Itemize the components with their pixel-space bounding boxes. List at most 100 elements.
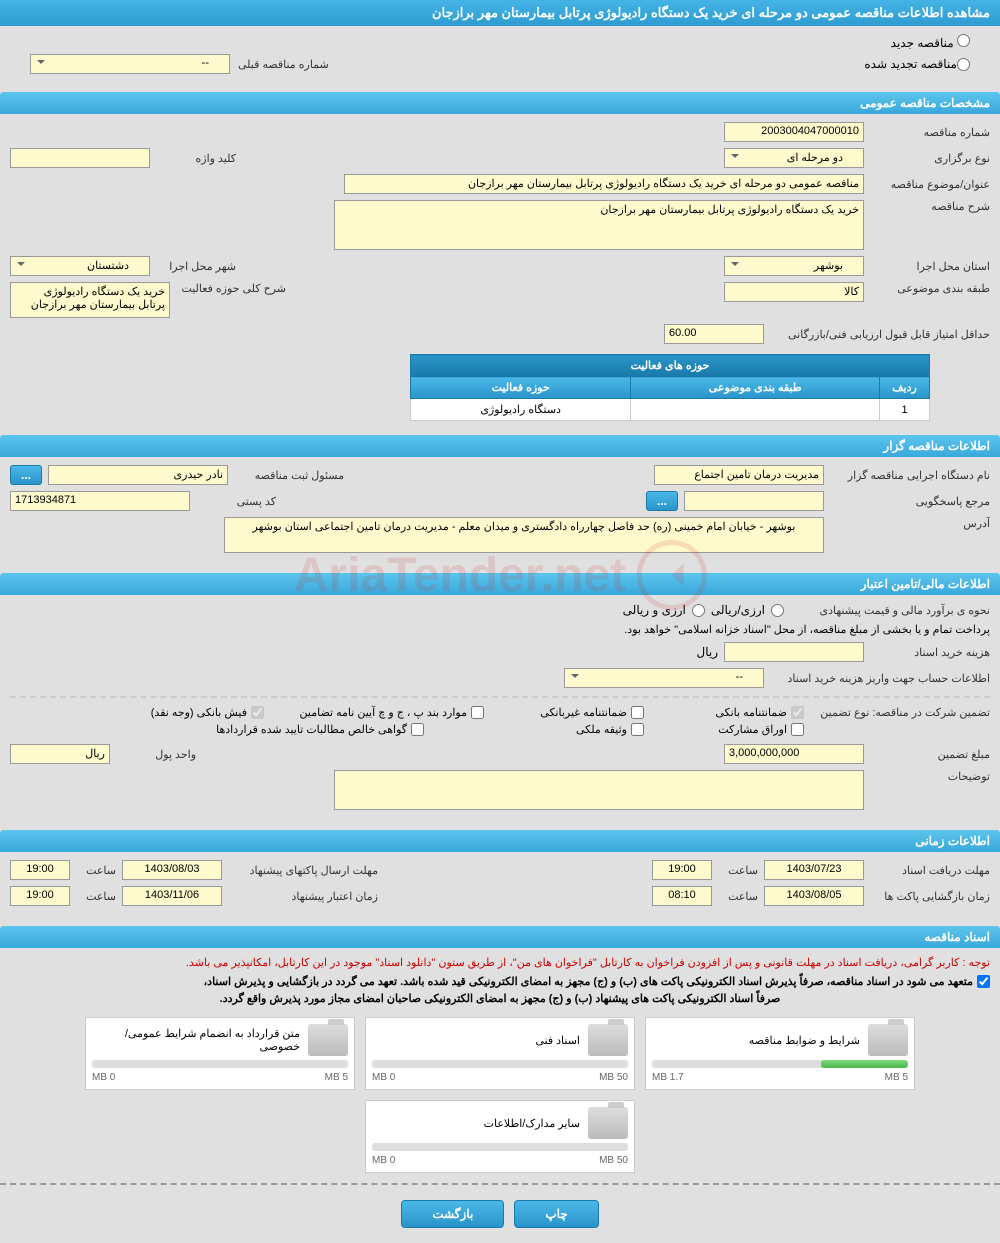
file2-max: 50 MB [599, 1072, 628, 1083]
file3-used: 0 MB [92, 1072, 115, 1083]
province-dropdown[interactable]: بوشهر [724, 256, 864, 276]
print-button[interactable]: چاپ [514, 1200, 598, 1228]
send-packets-date: 1403/08/03 [122, 860, 222, 880]
file-box-1[interactable]: شرایط و ضوابط مناقصه 5 MB1.7 MB [645, 1017, 915, 1090]
radio-renewed-tender-label: مناقصه تجدید شده [864, 57, 957, 71]
radio-new-tender[interactable] [957, 34, 970, 47]
doc-fee-label: هزینه خرید اسناد [870, 646, 990, 659]
validity-time: 19:00 [10, 886, 70, 906]
holding-type-dropdown[interactable]: دو مرحله ای [724, 148, 864, 168]
holding-type-label: نوع برگزاری [870, 152, 990, 165]
activity-desc-label: شرح کلی حوزه فعالیت [176, 282, 286, 295]
file1-used: 1.7 MB [652, 1072, 684, 1083]
prev-tender-no-dropdown[interactable]: -- [30, 54, 230, 74]
time-label-4: ساعت [76, 890, 116, 903]
min-score-label: حداقل امتیاز قابل قبول ارزیابی فنی/بازرگ… [770, 328, 990, 341]
guarantee-label: تضمین شرکت در مناقصه: نوع تضمین [810, 706, 990, 719]
currency-unit-label: واحد پول [116, 748, 196, 761]
org-field: مدیریت درمان تامین اجتماع [654, 465, 824, 485]
desc-label: شرح مناقصه [870, 200, 990, 213]
radio-currency-fx-label: ارزی/ریالی [711, 603, 765, 617]
chk-fish [251, 706, 264, 719]
folder-icon [868, 1024, 908, 1056]
docs-notice-red: توجه : کاربر گرامی، دریافت اسناد در مهلت… [0, 952, 1000, 973]
postal-field: 1713934871 [10, 491, 190, 511]
folder-icon [588, 1107, 628, 1139]
tender-no-field: 2003004047000010 [724, 122, 864, 142]
keyword-field[interactable] [10, 148, 150, 168]
activity-row1-no: 1 [880, 399, 930, 421]
city-dropdown[interactable]: دشتستان [10, 256, 150, 276]
response-label: مرجع پاسخگویی [830, 495, 990, 508]
open-packets-date: 1403/08/05 [764, 886, 864, 906]
guarantee-amount-label: مبلغ تضمین [870, 748, 990, 761]
section-general-header: مشخصات مناقصه عمومی [0, 92, 1000, 114]
validity-label: زمان اعتبار پیشنهاد [228, 890, 378, 903]
time-label-3: ساعت [718, 890, 758, 903]
activity-row1-area: دستگاه رادیولوژی [411, 399, 631, 421]
table-row: 1 دستگاه رادیولوژی [411, 399, 930, 421]
file1-max: 5 MB [885, 1072, 908, 1083]
notes-field[interactable] [334, 770, 864, 810]
fee-account-value: -- [736, 671, 743, 683]
rial-unit-1: ریال [696, 645, 718, 659]
registrar-label: مسئول ثبت مناقصه [234, 469, 344, 482]
chk-property-label: وثیقه ملکی [576, 723, 627, 736]
activity-row1-cat [631, 399, 880, 421]
chk-cert[interactable] [411, 723, 424, 736]
min-score-field: 60.00 [664, 324, 764, 344]
radio-currency-fx[interactable] [771, 604, 784, 617]
response-lookup-button[interactable]: ... [646, 491, 678, 511]
fee-account-dropdown[interactable]: -- [564, 668, 764, 688]
chk-cases-label: موارد بند پ ، ج و چ آیین نامه تضامین [300, 706, 467, 719]
file4-max: 50 MB [599, 1155, 628, 1166]
postal-label: کد پستی [196, 495, 276, 508]
page-title: مشاهده اطلاعات مناقصه عمومی دو مرحله ای … [432, 5, 990, 20]
activity-table-title: حوزه های فعالیت [411, 355, 930, 377]
chk-bank-guarantee [791, 706, 804, 719]
registrar-field: نادر حیدری [48, 465, 228, 485]
fee-account-label: اطلاعات حساب جهت واریز هزینه خرید اسناد [770, 672, 990, 685]
activity-table: حوزه های فعالیت ردیف طبقه بندی موضوعی حو… [410, 354, 930, 421]
back-button[interactable]: بازگشت [401, 1200, 504, 1228]
category-field: کالا [724, 282, 864, 302]
chk-bank-guarantee-label: ضمانتنامه بانکی [715, 706, 787, 719]
file4-progress [372, 1143, 628, 1151]
file-box-3[interactable]: متن قرارداد به انضمام شرایط عمومی/خصوصی … [85, 1017, 355, 1090]
chk-property[interactable] [631, 723, 644, 736]
tender-no-label: شماره مناقصه [870, 126, 990, 139]
activity-col-area: حوزه فعالیت [411, 377, 631, 399]
address-field: بوشهر - خیابان امام خمینی (ره) حد فاصل چ… [224, 517, 824, 553]
file-box-2[interactable]: اسناد فنی 50 MB0 MB [365, 1017, 635, 1090]
doc-fee-field[interactable] [724, 642, 864, 662]
prev-tender-no-label: شماره مناقصه قبلی [238, 58, 329, 71]
file4-title: سایر مدارک/اطلاعات [372, 1117, 580, 1130]
activity-col-row: ردیف [880, 377, 930, 399]
city-label: شهر محل اجرا [156, 260, 236, 273]
chk-bonds[interactable] [791, 723, 804, 736]
chk-cases[interactable] [471, 706, 484, 719]
response-field[interactable] [684, 491, 824, 511]
folder-icon [308, 1024, 348, 1056]
desc-field[interactable]: خرید یک دستگاه رادیولوژی پرتابل بیمارستا… [334, 200, 864, 250]
section-timing-header: اطلاعات زمانی [0, 830, 1000, 852]
radio-renewed-tender[interactable] [957, 58, 970, 71]
chk-nonbank-guarantee-label: ضمانتنامه غیربانکی [540, 706, 627, 719]
province-label: استان محل اجرا [870, 260, 990, 273]
subject-field[interactable]: مناقصه عمومی دو مرحله ای خرید یک دستگاه … [344, 174, 864, 194]
radio-currency-r[interactable] [692, 604, 705, 617]
receive-docs-time: 19:00 [652, 860, 712, 880]
receive-docs-label: مهلت دریافت اسناد [870, 864, 990, 877]
folder-icon [588, 1024, 628, 1056]
send-packets-label: مهلت ارسال پاکتهای پیشنهاد [228, 864, 378, 877]
guarantee-amount-field: 3,000,000,000 [724, 744, 864, 764]
org-label: نام دستگاه اجرایی مناقصه گزار [830, 469, 990, 482]
holding-type-value: دو مرحله ای [787, 152, 843, 164]
chk-commitment[interactable] [977, 975, 990, 988]
notes-label: توضیحات [870, 770, 990, 783]
registrar-lookup-button[interactable]: ... [10, 465, 42, 485]
currency-unit-field: ریال [10, 744, 110, 764]
activity-desc-field: خرید یک دستگاه رادیولوژی پرتابل بیمارستا… [10, 282, 170, 318]
chk-nonbank-guarantee[interactable] [631, 706, 644, 719]
file-box-4[interactable]: سایر مدارک/اطلاعات 50 MB0 MB [365, 1100, 635, 1173]
